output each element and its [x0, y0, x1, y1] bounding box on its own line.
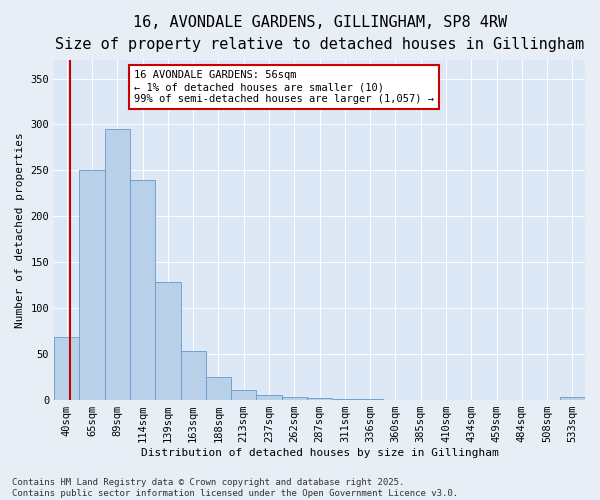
Bar — [181, 351, 206, 400]
Y-axis label: Number of detached properties: Number of detached properties — [15, 132, 25, 328]
Bar — [332, 398, 358, 400]
Bar — [307, 398, 332, 400]
Bar — [105, 129, 130, 400]
Title: 16, AVONDALE GARDENS, GILLINGHAM, SP8 4RW
Size of property relative to detached : 16, AVONDALE GARDENS, GILLINGHAM, SP8 4R… — [55, 15, 584, 52]
Bar — [256, 395, 281, 400]
Text: Contains HM Land Registry data © Crown copyright and database right 2025.
Contai: Contains HM Land Registry data © Crown c… — [12, 478, 458, 498]
Bar — [358, 398, 383, 400]
Bar — [281, 397, 307, 400]
Bar — [206, 376, 231, 400]
Bar — [79, 170, 105, 400]
Bar — [54, 337, 79, 400]
Bar — [130, 180, 155, 400]
Bar — [560, 397, 585, 400]
X-axis label: Distribution of detached houses by size in Gillingham: Distribution of detached houses by size … — [141, 448, 499, 458]
Bar — [155, 282, 181, 400]
Text: 16 AVONDALE GARDENS: 56sqm
← 1% of detached houses are smaller (10)
99% of semi-: 16 AVONDALE GARDENS: 56sqm ← 1% of detac… — [134, 70, 434, 104]
Bar — [231, 390, 256, 400]
